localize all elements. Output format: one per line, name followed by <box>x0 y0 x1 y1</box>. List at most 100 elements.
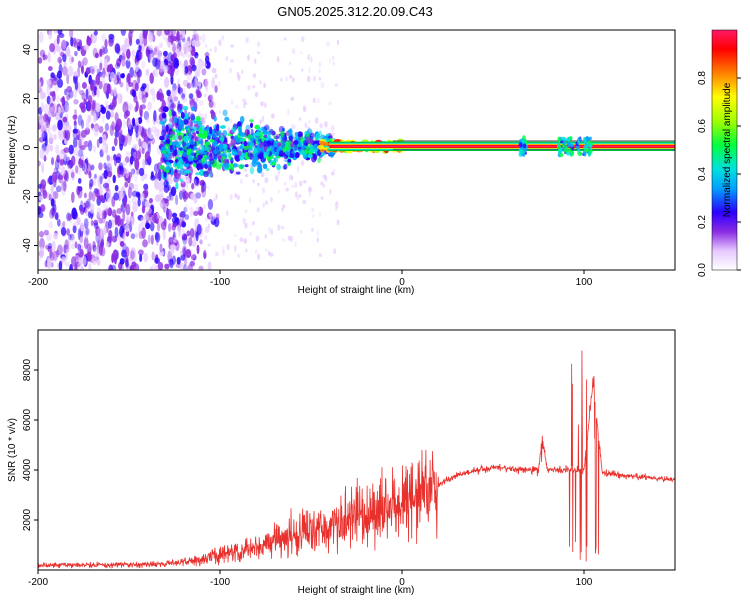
noise-blob <box>149 215 153 224</box>
noise-blob <box>177 78 180 83</box>
noise-blob <box>316 229 319 237</box>
noise-blob <box>289 61 292 65</box>
noise-blob <box>63 60 67 69</box>
noise-blob <box>120 30 127 36</box>
bottom-y-tick-label: 2000 <box>22 508 33 531</box>
noise-blob <box>154 172 159 181</box>
noise-blob <box>38 118 45 126</box>
noise-blob <box>175 36 181 43</box>
noise-blob <box>77 228 81 241</box>
top-y-tick-label: -20 <box>22 189 33 204</box>
snr-panel: -200 -100 0 100 2000 4000 6000 8000 Height of … <box>7 329 676 596</box>
noise-blob <box>86 244 92 255</box>
noise-blob <box>256 41 261 48</box>
noise-blob <box>316 237 319 243</box>
onset-blob <box>165 165 171 171</box>
onset-blob <box>219 134 225 143</box>
onset-blob <box>207 166 213 175</box>
noise-blob <box>55 144 60 155</box>
onset-blob <box>183 156 188 164</box>
noise-blob <box>128 255 135 261</box>
noise-blob <box>118 131 123 142</box>
noise-blob <box>44 54 48 60</box>
noise-blob <box>51 77 58 86</box>
noise-blob <box>156 222 161 232</box>
noise-blob <box>225 56 229 61</box>
onset-blob <box>180 112 185 119</box>
noise-blob <box>55 185 62 193</box>
noise-blob <box>113 192 120 201</box>
noise-blob <box>105 241 110 248</box>
noise-blob <box>83 237 89 249</box>
noise-blob <box>91 68 95 75</box>
onset-blob <box>215 163 222 170</box>
noise-blob <box>229 118 233 123</box>
noise-blob <box>56 94 61 103</box>
noise-blob <box>39 247 45 259</box>
noise-blob <box>190 248 193 253</box>
noise-blob <box>257 253 260 260</box>
noise-blob <box>204 78 209 90</box>
noise-blob <box>77 177 82 184</box>
onset-blob <box>246 141 252 146</box>
noise-blob <box>62 66 68 76</box>
noise-blob <box>252 179 255 184</box>
noise-blob <box>204 248 207 254</box>
noise-blob <box>244 209 248 214</box>
noise-blob <box>125 260 130 270</box>
noise-blob <box>155 232 161 243</box>
onset-blob <box>195 115 201 122</box>
fade-blob <box>576 146 580 150</box>
noise-blob <box>85 119 90 131</box>
noise-blob <box>93 30 98 36</box>
noise-blob <box>154 57 161 70</box>
noise-blob <box>153 127 160 138</box>
noise-blob <box>332 55 335 61</box>
noise-blob <box>301 159 305 167</box>
noise-blob <box>41 162 45 174</box>
noise-blob <box>134 158 140 171</box>
noise-blob <box>51 157 55 166</box>
noise-blob <box>244 222 248 229</box>
noise-blob <box>108 264 113 270</box>
noise-blob <box>314 117 319 124</box>
noise-blob <box>226 211 230 217</box>
noise-blob <box>179 30 186 39</box>
onset-blob <box>160 140 165 148</box>
noise-blob <box>191 97 196 104</box>
noise-blob <box>123 111 128 119</box>
noise-blob <box>149 221 155 232</box>
noise-blob <box>68 144 74 155</box>
noise-blob <box>178 190 184 200</box>
onset-blob <box>315 132 321 140</box>
noise-blob <box>149 197 153 204</box>
onset-blob <box>186 149 191 156</box>
noise-blob <box>116 208 123 214</box>
noise-blob <box>98 217 104 224</box>
noise-blob <box>56 34 60 45</box>
onset-blob <box>227 151 232 158</box>
fade-blob <box>570 144 575 148</box>
fade-blob <box>522 143 527 149</box>
noise-blob <box>288 174 292 181</box>
noise-blob <box>83 44 90 51</box>
noise-blob <box>47 50 51 63</box>
noise-blob <box>137 223 142 234</box>
noise-blob <box>130 250 135 260</box>
noise-blob <box>243 102 246 109</box>
noise-blob <box>78 157 84 169</box>
noise-blob <box>285 76 289 82</box>
onset-blob <box>197 140 203 145</box>
bottom-y-tick-label: 8000 <box>22 358 33 381</box>
noise-blob <box>212 198 216 202</box>
top-y-tick-label: 0 <box>22 144 33 150</box>
noise-blob <box>44 114 49 120</box>
noise-blob <box>38 183 42 190</box>
noise-blob <box>254 58 257 64</box>
noise-blob <box>122 210 126 223</box>
noise-blob <box>126 215 130 226</box>
noise-blob <box>145 190 149 196</box>
onset-blob <box>197 120 202 126</box>
onset-blob <box>255 131 261 137</box>
noise-blob <box>51 171 58 183</box>
